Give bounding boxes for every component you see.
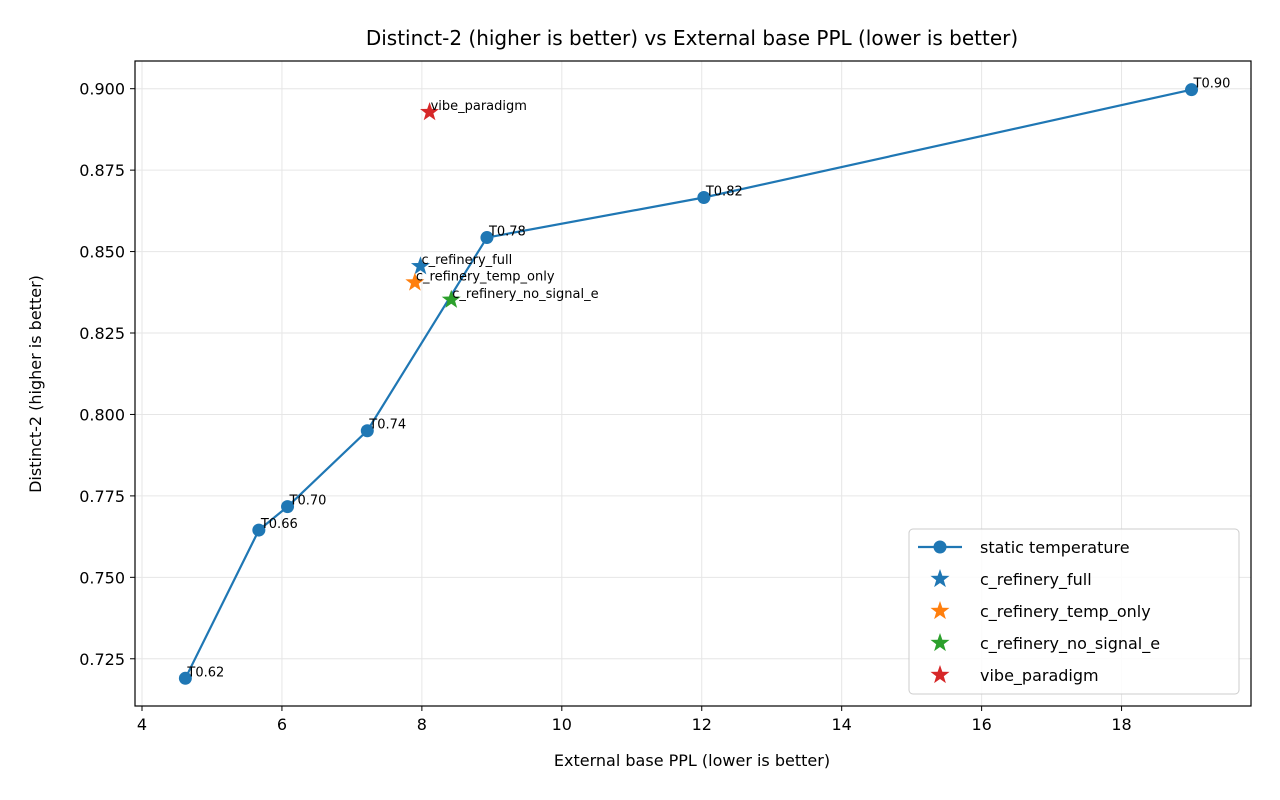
point-label: vibe_paradigm <box>431 99 527 114</box>
x-tick-label: 18 <box>1111 715 1131 734</box>
legend-label: c_refinery_no_signal_e <box>980 634 1160 654</box>
x-tick-label: 12 <box>692 715 712 734</box>
point-label: c_refinery_full <box>421 253 512 268</box>
x-tick-label: 8 <box>417 715 427 734</box>
star-point <box>410 256 430 275</box>
point-label: c_refinery_no_signal_e <box>452 287 598 302</box>
plot-frame <box>134 60 1252 707</box>
data-point <box>252 523 266 537</box>
data-point <box>1185 83 1199 97</box>
legend-label: c_refinery_temp_only <box>980 602 1151 622</box>
star-point <box>441 289 461 308</box>
plot-data: T0.62 T0.66 T0.70 T0.74 T0.78 T0.82 T0.90 c_ref… <box>178 77 1231 685</box>
x-tick-label: 6 <box>277 715 287 734</box>
point-label: T0.74 <box>368 418 406 433</box>
data-point <box>281 500 295 514</box>
star-point <box>405 272 425 291</box>
legend-marker <box>930 569 950 588</box>
y-tick-label: 0.850 <box>79 243 125 262</box>
y-tick-label: 0.825 <box>79 324 125 343</box>
legend-label: vibe_paradigm <box>980 666 1099 686</box>
legend-marker <box>930 665 950 684</box>
legend-marker <box>930 601 950 620</box>
y-axis-label: Distinct-2 (higher is better) <box>26 275 45 493</box>
y-tick-label: 0.875 <box>79 161 125 180</box>
legend: static temperature c_refinery_full c_refin… <box>908 528 1240 695</box>
chart-title: Distinct-2 (higher is better) vs Externa… <box>366 26 1018 50</box>
x-tick-label: 16 <box>971 715 991 734</box>
point-label: c_refinery_temp_only <box>416 270 555 285</box>
legend-label: c_refinery_full <box>980 570 1092 590</box>
point-label: T0.82 <box>705 184 743 199</box>
y-tick-label: 0.725 <box>79 650 125 669</box>
y-tick-label: 0.750 <box>79 568 125 587</box>
legend-label: static temperature <box>980 538 1130 557</box>
data-point <box>178 671 192 685</box>
star-point <box>420 102 440 121</box>
point-label: T0.62 <box>186 665 224 680</box>
point-label: T0.70 <box>289 494 327 509</box>
y-tick-label: 0.800 <box>79 405 125 424</box>
x-axis: 4 6 8 10 12 14 16 18 <box>137 706 1132 734</box>
legend-marker <box>933 540 947 554</box>
y-tick-label: 0.775 <box>79 487 125 506</box>
y-tick-label: 0.900 <box>79 80 125 99</box>
data-point <box>697 190 711 204</box>
legend-marker <box>930 633 950 652</box>
x-axis-label: External base PPL (lower is better) <box>554 751 830 770</box>
y-axis: 0.725 0.750 0.775 0.800 0.825 0.850 0.875 0.900 <box>79 80 135 669</box>
x-tick-label: 4 <box>137 715 147 734</box>
point-label: T0.78 <box>488 225 526 240</box>
point-label: T0.66 <box>260 517 298 532</box>
legend-box <box>908 528 1240 695</box>
data-point <box>480 231 494 245</box>
x-tick-label: 14 <box>832 715 852 734</box>
point-label: T0.90 <box>1193 77 1231 92</box>
x-tick-label: 10 <box>552 715 572 734</box>
data-point <box>360 424 374 438</box>
